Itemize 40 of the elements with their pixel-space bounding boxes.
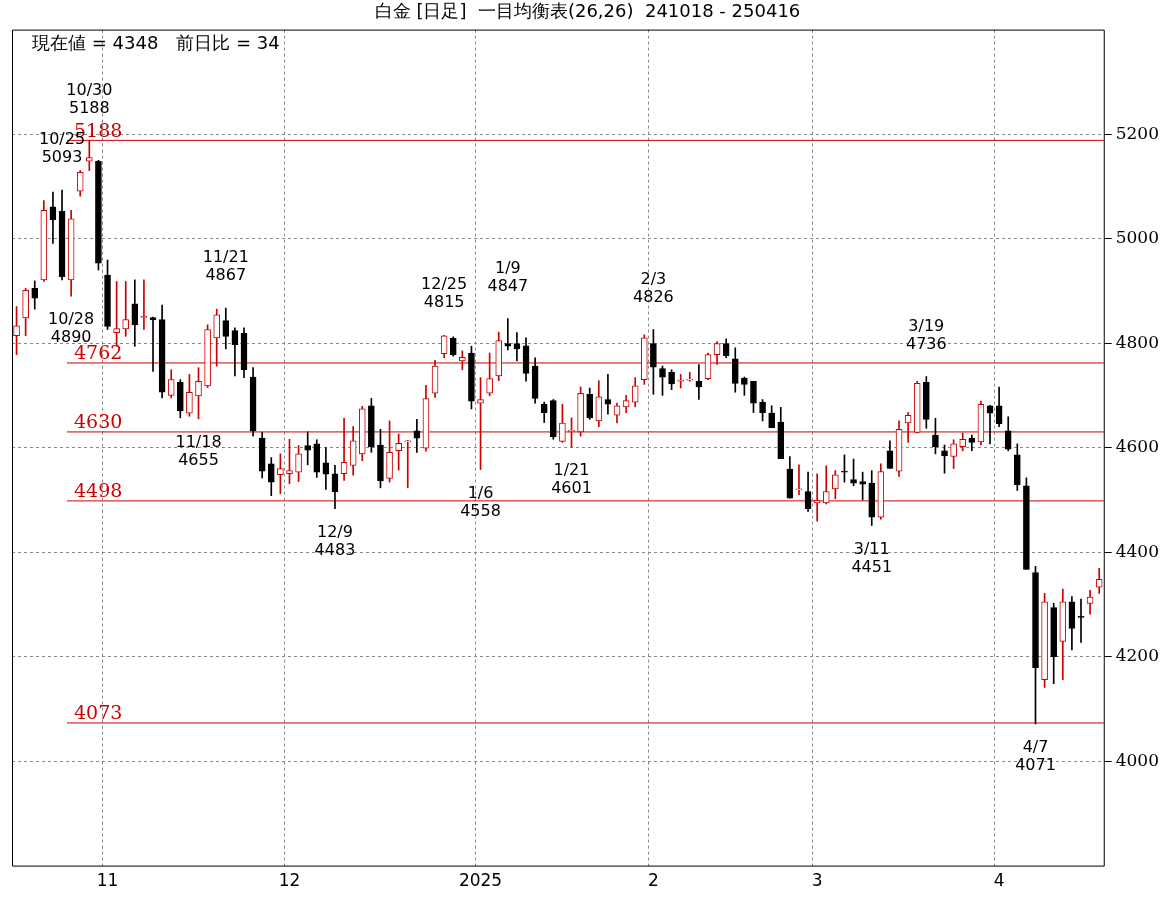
candlestick (122, 281, 130, 337)
annotation: 11/18 4655 (175, 432, 222, 470)
ref-line-label: 4073 (74, 701, 123, 724)
annotation: 1/9 4847 (487, 257, 529, 295)
x-tick-label: 4 (993, 870, 1005, 891)
x-tick-label: 11 (96, 870, 119, 891)
candlestick (504, 318, 512, 351)
annotation: 2/3 4826 (633, 268, 674, 306)
y-tick-label: 4800 (1115, 331, 1159, 352)
candlestick (404, 439, 412, 489)
annotation: 1/6 4558 (460, 482, 501, 520)
y-tick-label: 4000 (1115, 749, 1159, 770)
annotation: 1/21 4601 (551, 460, 592, 498)
y-tick-label: 5000 (1115, 227, 1159, 248)
x-tick-label: 2 (647, 870, 659, 891)
y-tick-label: 4200 (1115, 645, 1159, 666)
annotation: 現在値 = 4348 前日比 = 34 (32, 32, 280, 54)
annotation: 11/21 4867 (202, 247, 249, 285)
x-tick-label: 12 (278, 870, 301, 891)
x-tick-label: 3 (811, 870, 823, 891)
ref-line-label: 4762 (74, 341, 123, 364)
candlestick (304, 431, 312, 466)
annotation: 12/25 4815 (421, 274, 468, 312)
ref-line-label: 4498 (74, 479, 123, 502)
candlestick (686, 372, 694, 382)
candlestick (677, 374, 685, 389)
candlestick (149, 316, 157, 372)
annotation: 12/9 4483 (314, 521, 356, 559)
y-tick-label: 4600 (1115, 436, 1159, 457)
y-tick-label: 5200 (1115, 122, 1159, 143)
candlestick (604, 374, 612, 415)
ref-line-label: 4630 (74, 410, 123, 433)
annotation: 4/7 4071 (1015, 737, 1056, 775)
candlestick (795, 464, 803, 495)
x-tick-label: 2025 (458, 870, 503, 891)
chart-title: 白金 [日足] 一目均衡表(26,26) 241018 - 250416 (374, 0, 801, 22)
annotation: 3/19 4736 (905, 315, 947, 353)
annotation: 10/30 5188 (66, 79, 113, 117)
annotation: 3/11 4451 (851, 538, 893, 576)
y-tick-label: 4400 (1115, 540, 1159, 561)
